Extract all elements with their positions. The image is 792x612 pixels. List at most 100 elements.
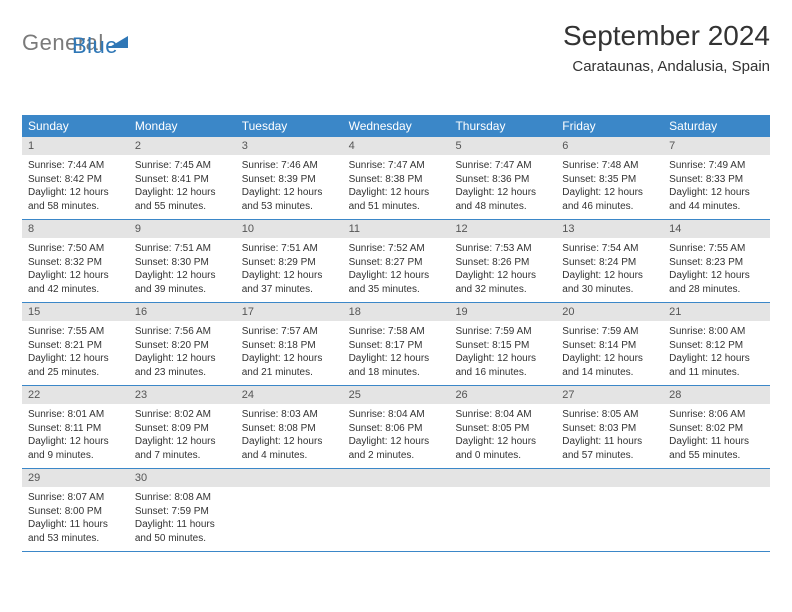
day-dl2: and 53 minutes. <box>242 200 337 214</box>
day-number: 6 <box>556 137 663 155</box>
day-ss: Sunset: 8:30 PM <box>135 256 230 270</box>
day-sr: Sunrise: 7:45 AM <box>135 159 230 173</box>
day-cell: 6Sunrise: 7:48 AMSunset: 8:35 PMDaylight… <box>556 137 663 219</box>
day-dl2: and 7 minutes. <box>135 449 230 463</box>
day-number <box>343 469 450 487</box>
day-dl1: Daylight: 12 hours <box>349 269 444 283</box>
day-sr: Sunrise: 7:51 AM <box>135 242 230 256</box>
day-dl2: and 0 minutes. <box>455 449 550 463</box>
day-cell: 19Sunrise: 7:59 AMSunset: 8:15 PMDayligh… <box>449 303 556 385</box>
day-ss: Sunset: 8:23 PM <box>669 256 764 270</box>
day-dl2: and 50 minutes. <box>135 532 230 546</box>
day-cell: 22Sunrise: 8:01 AMSunset: 8:11 PMDayligh… <box>22 386 129 468</box>
day-body <box>236 487 343 535</box>
day-ss: Sunset: 8:20 PM <box>135 339 230 353</box>
day-dl1: Daylight: 12 hours <box>562 352 657 366</box>
day-number: 4 <box>343 137 450 155</box>
day-ss: Sunset: 8:17 PM <box>349 339 444 353</box>
day-cell: 21Sunrise: 8:00 AMSunset: 8:12 PMDayligh… <box>663 303 770 385</box>
day-body: Sunrise: 8:00 AMSunset: 8:12 PMDaylight:… <box>663 321 770 385</box>
day-dl2: and 51 minutes. <box>349 200 444 214</box>
day-cell: 10Sunrise: 7:51 AMSunset: 8:29 PMDayligh… <box>236 220 343 302</box>
day-cell: 2Sunrise: 7:45 AMSunset: 8:41 PMDaylight… <box>129 137 236 219</box>
day-ss: Sunset: 8:03 PM <box>562 422 657 436</box>
day-sr: Sunrise: 7:57 AM <box>242 325 337 339</box>
day-sr: Sunrise: 7:46 AM <box>242 159 337 173</box>
day-cell: 8Sunrise: 7:50 AMSunset: 8:32 PMDaylight… <box>22 220 129 302</box>
day-ss: Sunset: 8:38 PM <box>349 173 444 187</box>
day-cell: 18Sunrise: 7:58 AMSunset: 8:17 PMDayligh… <box>343 303 450 385</box>
day-body: Sunrise: 8:04 AMSunset: 8:05 PMDaylight:… <box>449 404 556 468</box>
day-cell: 13Sunrise: 7:54 AMSunset: 8:24 PMDayligh… <box>556 220 663 302</box>
day-cell: 5Sunrise: 7:47 AMSunset: 8:36 PMDaylight… <box>449 137 556 219</box>
day-dl1: Daylight: 11 hours <box>28 518 123 532</box>
day-cell <box>343 469 450 551</box>
day-number: 18 <box>343 303 450 321</box>
day-ss: Sunset: 8:08 PM <box>242 422 337 436</box>
day-dl1: Daylight: 11 hours <box>135 518 230 532</box>
day-body: Sunrise: 7:59 AMSunset: 8:15 PMDaylight:… <box>449 321 556 385</box>
day-number: 9 <box>129 220 236 238</box>
day-sr: Sunrise: 7:47 AM <box>455 159 550 173</box>
day-ss: Sunset: 8:18 PM <box>242 339 337 353</box>
day-sr: Sunrise: 8:01 AM <box>28 408 123 422</box>
day-cell: 17Sunrise: 7:57 AMSunset: 8:18 PMDayligh… <box>236 303 343 385</box>
day-number: 5 <box>449 137 556 155</box>
day-body: Sunrise: 7:52 AMSunset: 8:27 PMDaylight:… <box>343 238 450 302</box>
day-body: Sunrise: 8:06 AMSunset: 8:02 PMDaylight:… <box>663 404 770 468</box>
day-sr: Sunrise: 7:53 AM <box>455 242 550 256</box>
day-ss: Sunset: 8:02 PM <box>669 422 764 436</box>
day-sr: Sunrise: 7:59 AM <box>562 325 657 339</box>
day-number: 23 <box>129 386 236 404</box>
day-dl1: Daylight: 12 hours <box>455 186 550 200</box>
day-number: 24 <box>236 386 343 404</box>
day-number: 3 <box>236 137 343 155</box>
day-cell: 30Sunrise: 8:08 AMSunset: 7:59 PMDayligh… <box>129 469 236 551</box>
day-body: Sunrise: 7:59 AMSunset: 8:14 PMDaylight:… <box>556 321 663 385</box>
day-cell: 3Sunrise: 7:46 AMSunset: 8:39 PMDaylight… <box>236 137 343 219</box>
day-dl2: and 48 minutes. <box>455 200 550 214</box>
day-dl2: and 46 minutes. <box>562 200 657 214</box>
day-body: Sunrise: 8:07 AMSunset: 8:00 PMDaylight:… <box>22 487 129 551</box>
day-cell: 11Sunrise: 7:52 AMSunset: 8:27 PMDayligh… <box>343 220 450 302</box>
day-dl1: Daylight: 12 hours <box>28 435 123 449</box>
day-ss: Sunset: 8:32 PM <box>28 256 123 270</box>
day-sr: Sunrise: 8:02 AM <box>135 408 230 422</box>
day-ss: Sunset: 8:41 PM <box>135 173 230 187</box>
day-ss: Sunset: 8:39 PM <box>242 173 337 187</box>
dow-saturday: Saturday <box>663 115 770 137</box>
day-dl1: Daylight: 12 hours <box>455 435 550 449</box>
day-body: Sunrise: 7:54 AMSunset: 8:24 PMDaylight:… <box>556 238 663 302</box>
day-sr: Sunrise: 8:03 AM <box>242 408 337 422</box>
day-body: Sunrise: 7:46 AMSunset: 8:39 PMDaylight:… <box>236 155 343 219</box>
location-text: Carataunas, Andalusia, Spain <box>563 58 770 75</box>
day-ss: Sunset: 8:27 PM <box>349 256 444 270</box>
day-sr: Sunrise: 7:56 AM <box>135 325 230 339</box>
day-number: 2 <box>129 137 236 155</box>
day-dl1: Daylight: 12 hours <box>669 186 764 200</box>
day-cell: 20Sunrise: 7:59 AMSunset: 8:14 PMDayligh… <box>556 303 663 385</box>
day-body: Sunrise: 7:50 AMSunset: 8:32 PMDaylight:… <box>22 238 129 302</box>
day-body: Sunrise: 7:45 AMSunset: 8:41 PMDaylight:… <box>129 155 236 219</box>
day-dl2: and 18 minutes. <box>349 366 444 380</box>
day-dl1: Daylight: 12 hours <box>349 186 444 200</box>
day-body: Sunrise: 7:55 AMSunset: 8:21 PMDaylight:… <box>22 321 129 385</box>
day-number: 14 <box>663 220 770 238</box>
day-sr: Sunrise: 7:52 AM <box>349 242 444 256</box>
day-body: Sunrise: 7:51 AMSunset: 8:30 PMDaylight:… <box>129 238 236 302</box>
day-number: 15 <box>22 303 129 321</box>
day-dl1: Daylight: 12 hours <box>28 269 123 283</box>
day-sr: Sunrise: 7:55 AM <box>669 242 764 256</box>
day-cell: 12Sunrise: 7:53 AMSunset: 8:26 PMDayligh… <box>449 220 556 302</box>
day-dl1: Daylight: 11 hours <box>562 435 657 449</box>
day-sr: Sunrise: 7:58 AM <box>349 325 444 339</box>
day-sr: Sunrise: 7:49 AM <box>669 159 764 173</box>
day-number <box>449 469 556 487</box>
week-row: 29Sunrise: 8:07 AMSunset: 8:00 PMDayligh… <box>22 469 770 552</box>
day-body: Sunrise: 7:57 AMSunset: 8:18 PMDaylight:… <box>236 321 343 385</box>
day-dl1: Daylight: 12 hours <box>669 269 764 283</box>
day-ss: Sunset: 8:15 PM <box>455 339 550 353</box>
day-cell: 9Sunrise: 7:51 AMSunset: 8:30 PMDaylight… <box>129 220 236 302</box>
day-dl2: and 58 minutes. <box>28 200 123 214</box>
day-ss: Sunset: 8:00 PM <box>28 505 123 519</box>
